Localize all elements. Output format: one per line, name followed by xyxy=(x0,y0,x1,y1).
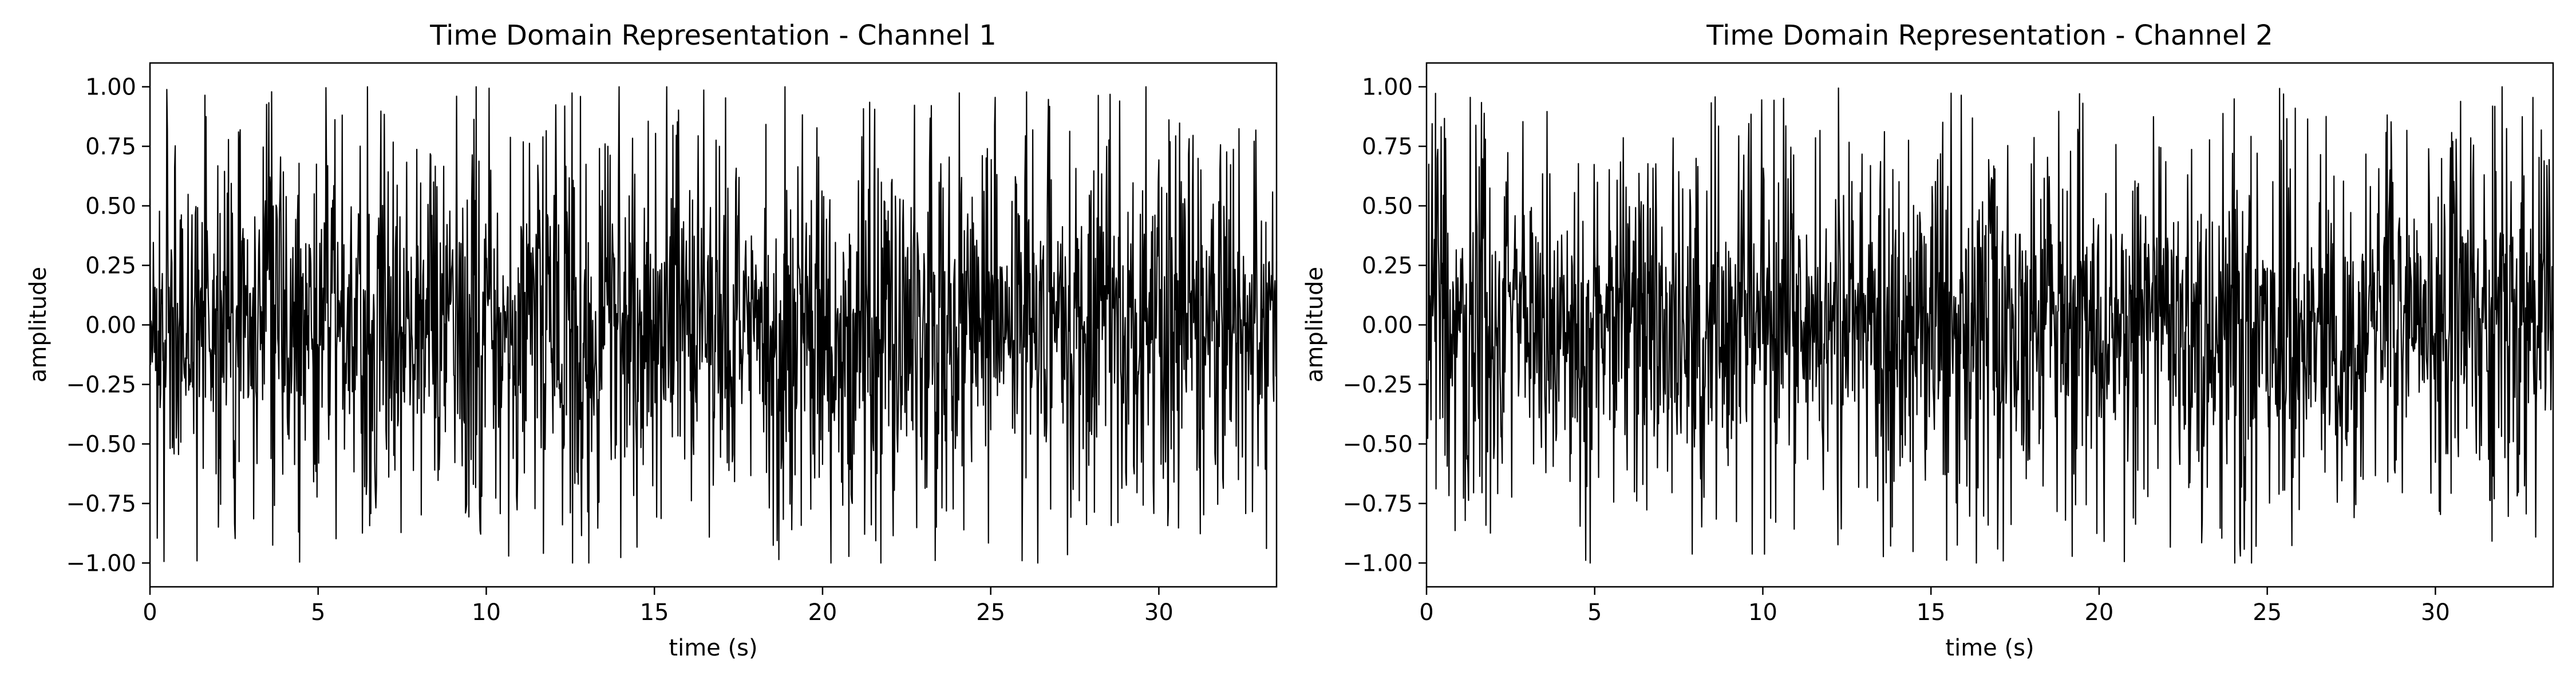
x-tick-label: 0 xyxy=(143,599,157,626)
x-axis-ticks: 0 5 10 15 20 25 30 xyxy=(143,587,1174,626)
y-tick-label: −1.00 xyxy=(66,550,136,577)
x-tick-label: 5 xyxy=(311,599,325,626)
x-axis-ticks: 0 5 10 15 20 25 30 xyxy=(1419,587,2450,626)
y-tick-label: 1.00 xyxy=(1362,74,1413,101)
x-tick-label: 15 xyxy=(1917,599,1946,626)
x-tick-label: 25 xyxy=(976,599,1005,626)
x-tick-label: 30 xyxy=(1144,599,1174,626)
waveform-layer xyxy=(1425,86,2554,564)
y-axis-ticks: −1.00 −0.75 −0.50 −0.25 0.00 0.25 0.50 0.75 1.00 xyxy=(66,74,150,577)
x-tick-label: 25 xyxy=(2253,599,2282,626)
channel-1-panel: Time Domain Representation - Channel 1 0… xyxy=(25,19,1278,661)
x-tick-label: 20 xyxy=(2084,599,2113,626)
x-axis-label: time (s) xyxy=(1945,635,2034,661)
y-tick-label: −0.50 xyxy=(1342,431,1413,457)
chart-title: Time Domain Representation - Channel 1 xyxy=(429,19,996,52)
y-tick-label: 0.50 xyxy=(1362,194,1413,220)
x-tick-label: 20 xyxy=(808,599,837,626)
y-tick-label: 0.25 xyxy=(1362,253,1413,279)
x-tick-label: 0 xyxy=(1419,599,1433,626)
y-tick-label: 0.50 xyxy=(85,194,136,220)
y-tick-label: 0.00 xyxy=(1362,313,1413,339)
y-tick-label: −0.25 xyxy=(66,372,136,398)
channel-2-panel: Time Domain Representation - Channel 2 0… xyxy=(1302,19,2554,661)
x-axis-label: time (s) xyxy=(669,635,757,661)
y-tick-label: −0.75 xyxy=(1342,491,1413,517)
y-tick-label: −0.25 xyxy=(1342,372,1413,398)
x-tick-label: 30 xyxy=(2421,599,2450,626)
y-tick-label: 0.75 xyxy=(1362,134,1413,160)
y-tick-label: −0.50 xyxy=(66,431,136,457)
y-axis-ticks: −1.00 −0.75 −0.50 −0.25 0.00 0.25 0.50 0.75 1.00 xyxy=(1342,74,1427,577)
y-tick-label: −0.75 xyxy=(66,491,136,517)
y-tick-label: 0.75 xyxy=(85,134,136,160)
x-tick-label: 10 xyxy=(472,599,501,626)
x-tick-label: 10 xyxy=(1748,599,1777,626)
y-axis-label: amplitude xyxy=(25,267,52,382)
waveform-line xyxy=(1425,86,2554,564)
y-tick-label: 1.00 xyxy=(85,74,136,101)
x-tick-label: 15 xyxy=(640,599,669,626)
waveform-layer xyxy=(149,86,1278,564)
waveform-line xyxy=(149,86,1278,564)
chart-title: Time Domain Representation - Channel 2 xyxy=(1706,19,2273,52)
x-tick-label: 5 xyxy=(1587,599,1602,626)
y-tick-label: 0.00 xyxy=(85,313,136,339)
y-tick-label: 0.25 xyxy=(85,253,136,279)
y-tick-label: −1.00 xyxy=(1342,550,1413,577)
y-axis-label: amplitude xyxy=(1302,267,1328,382)
